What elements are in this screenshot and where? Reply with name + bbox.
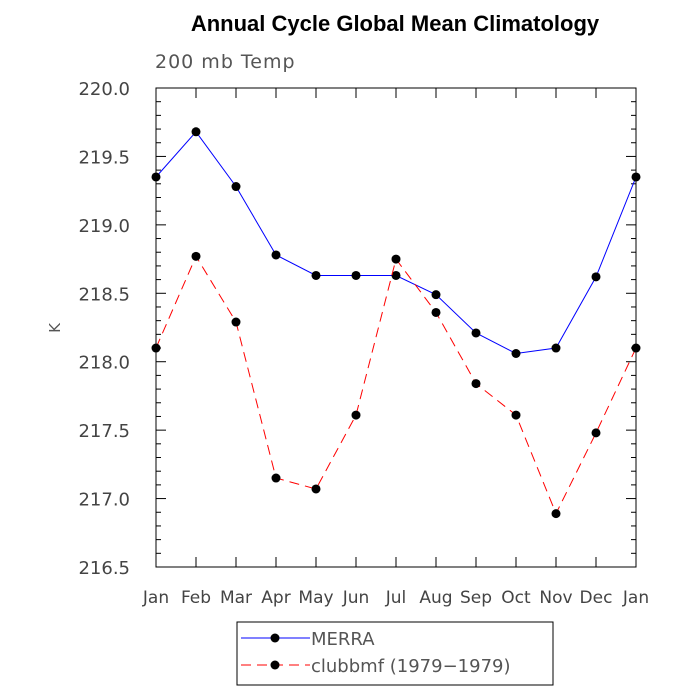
x-tick-label: Mar [220,588,252,608]
x-tick-label: Jan [142,588,169,608]
data-point-merra [151,172,161,182]
data-point-clubbmf [511,410,521,420]
y-tick-label: 220.0 [78,79,130,100]
data-point-clubbmf [351,410,361,420]
data-point-clubbmf [271,473,281,483]
x-tick-label: Dec [580,588,613,608]
data-point-merra [431,290,441,300]
data-point-clubbmf [591,428,601,438]
series-line-merra [155,131,637,355]
legend-clubbmf-label: clubbmf (1979−1979) [311,656,511,677]
plot-frame [155,87,637,568]
x-tick-label: Apr [261,588,290,608]
x-tick-label: Aug [419,588,452,608]
x-tick-label: Jul [385,588,407,608]
chart-subtitle: 200 mb Temp [155,51,296,73]
legend-merra-label: MERRA [311,629,375,650]
legend-merra-marker [270,633,280,643]
y-tick-label: 216.5 [78,558,130,579]
series-line-clubbmf [155,255,637,515]
data-point-merra [591,272,601,282]
y-tick-label: 219.0 [78,216,130,237]
x-tick-label: Jan [622,588,649,608]
data-point-clubbmf [191,251,201,261]
data-point-clubbmf [311,484,321,494]
data-point-clubbmf [471,379,481,389]
x-tick-label: Nov [539,588,572,608]
y-tick-label: 218.5 [78,284,130,305]
data-point-clubbmf [631,343,641,353]
data-point-merra [351,270,361,280]
data-point-merra [191,127,201,137]
y-tick-label: 217.5 [78,421,130,442]
legend-clubbmf-marker [270,660,280,670]
data-point-clubbmf [231,317,241,327]
data-point-merra [551,343,561,353]
data-point-clubbmf [391,254,401,264]
series-layer [151,127,641,519]
y-tick-label: 217.0 [78,490,130,511]
data-point-merra [391,270,401,280]
x-tick-label: Jun [342,588,370,608]
x-tick-label: Feb [181,588,211,608]
y-tick-label: 218.0 [78,353,130,374]
data-point-merra [231,182,241,192]
data-point-clubbmf [151,343,161,353]
y-axis-label: K [46,322,64,333]
legend-box [236,621,554,686]
legend: MERRA clubbmf (1979−1979) [236,621,554,686]
data-point-clubbmf [551,509,561,519]
data-point-merra [511,349,521,359]
data-point-merra [631,172,641,182]
data-point-clubbmf [431,307,441,317]
x-tick-label: Oct [501,588,531,608]
data-point-merra [271,250,281,260]
y-tick-label: 219.5 [78,147,130,168]
data-point-merra [311,270,321,280]
chart-title: Annual Cycle Global Mean Climatology [191,11,600,36]
data-point-merra [471,328,481,338]
x-tick-label: May [298,588,333,608]
x-tick-label: Sep [460,588,492,608]
axes: Jan Feb Mar Apr May Jun Jul Aug Sep Oct Nov Dec Jan 2… [78,79,649,608]
